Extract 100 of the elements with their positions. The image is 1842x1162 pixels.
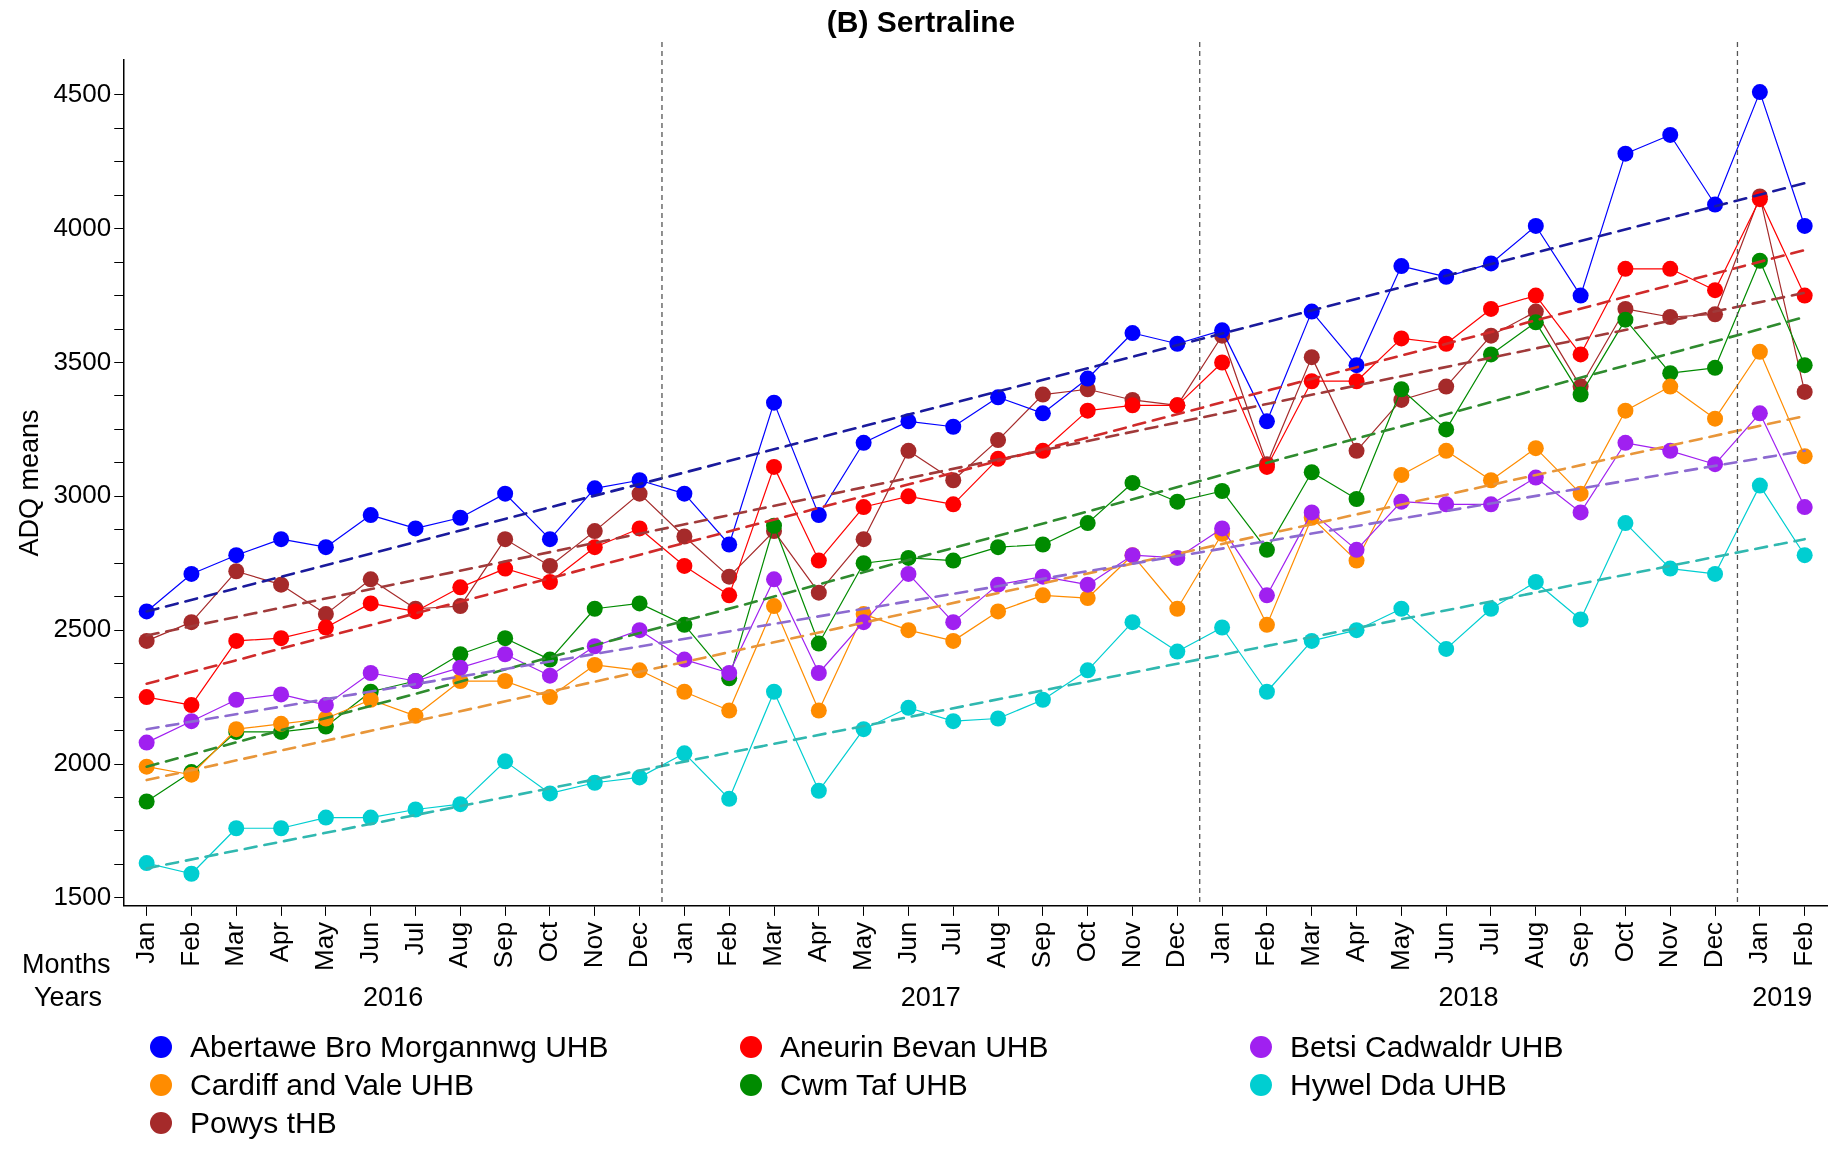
point (855, 434, 872, 451)
point (541, 557, 558, 574)
x-tick-label: Apr (1339, 921, 1370, 963)
point (497, 673, 514, 690)
point (631, 485, 648, 502)
point (945, 496, 962, 513)
point (1438, 442, 1455, 459)
point (541, 667, 558, 684)
x-tick-label: Jan (667, 921, 698, 964)
x-tick-label: Feb (174, 921, 205, 967)
point (1527, 440, 1544, 457)
point (1572, 346, 1589, 363)
x-tick-label: Nov (1653, 921, 1684, 969)
point (1527, 287, 1544, 304)
y-tick-label: 2500 (53, 613, 112, 644)
x-tick-label: Nov (1115, 921, 1146, 969)
point (1393, 381, 1410, 398)
point (497, 646, 514, 663)
point (228, 691, 245, 708)
point (1258, 413, 1275, 430)
point (1124, 614, 1141, 631)
point (1214, 482, 1231, 499)
x-tick-label: Feb (712, 921, 743, 967)
point (1796, 547, 1813, 564)
point (1214, 619, 1231, 636)
text: Years (34, 982, 103, 1013)
point (721, 587, 738, 604)
point (855, 499, 872, 516)
legend-label: Aneurin Bevan UHB (780, 1030, 1049, 1064)
point (1034, 691, 1051, 708)
text: 2019 (1752, 982, 1813, 1013)
point (1169, 493, 1186, 510)
point (1617, 515, 1634, 532)
point (810, 635, 827, 652)
point (1438, 496, 1455, 513)
point (810, 665, 827, 681)
point (721, 702, 738, 719)
point (900, 622, 917, 639)
point (1034, 405, 1051, 422)
y-axis-title: ADQ means (13, 409, 44, 557)
x-tick-label: Feb (1250, 921, 1281, 967)
point (1079, 662, 1096, 679)
point (990, 603, 1007, 620)
point (631, 769, 648, 786)
point (228, 820, 245, 837)
x-tick-label: Dec (622, 921, 653, 969)
y-tick-label: 2000 (53, 747, 112, 778)
point (676, 485, 693, 502)
point (1751, 477, 1768, 494)
x-tick-label: May (309, 921, 340, 972)
point (1617, 145, 1634, 162)
point (990, 539, 1007, 556)
point (1662, 365, 1679, 382)
point (1348, 442, 1365, 459)
x-tick-label: Aug (443, 921, 474, 969)
legend-label: Powys tHB (190, 1106, 337, 1140)
point (676, 557, 693, 574)
point (945, 713, 962, 730)
x-tick-label: Apr (801, 921, 832, 963)
point (1079, 370, 1096, 387)
point (273, 715, 290, 732)
point (541, 531, 558, 548)
x-tick-label: Dec (1698, 921, 1729, 969)
point (1662, 442, 1679, 459)
point (1482, 300, 1499, 317)
point (1707, 359, 1724, 376)
point (1796, 448, 1813, 465)
point (810, 584, 827, 601)
point (1169, 600, 1186, 617)
point (721, 665, 738, 681)
point (1124, 474, 1141, 491)
point (1079, 515, 1096, 532)
point (362, 507, 379, 524)
point (452, 579, 469, 596)
point (273, 820, 290, 837)
point (586, 656, 603, 673)
point (407, 707, 424, 724)
y-tick-label: 4000 (53, 211, 112, 242)
point (900, 565, 917, 582)
point (586, 523, 603, 540)
point (1214, 354, 1231, 371)
x-tick-label: Oct (1608, 921, 1639, 963)
point (1034, 536, 1051, 553)
point (1393, 258, 1410, 275)
point (541, 689, 558, 706)
point (138, 632, 155, 649)
text: 2017 (900, 982, 961, 1013)
point (1751, 343, 1768, 360)
point (1079, 590, 1096, 607)
point (1527, 217, 1544, 234)
point (900, 442, 917, 459)
point (990, 432, 1007, 449)
legend-label: Cwm Taf UHB (780, 1068, 968, 1102)
point (183, 697, 200, 714)
point (138, 689, 155, 706)
point (990, 389, 1007, 406)
point (1214, 520, 1231, 537)
point (721, 536, 738, 553)
point (1617, 311, 1634, 328)
point (721, 790, 738, 807)
